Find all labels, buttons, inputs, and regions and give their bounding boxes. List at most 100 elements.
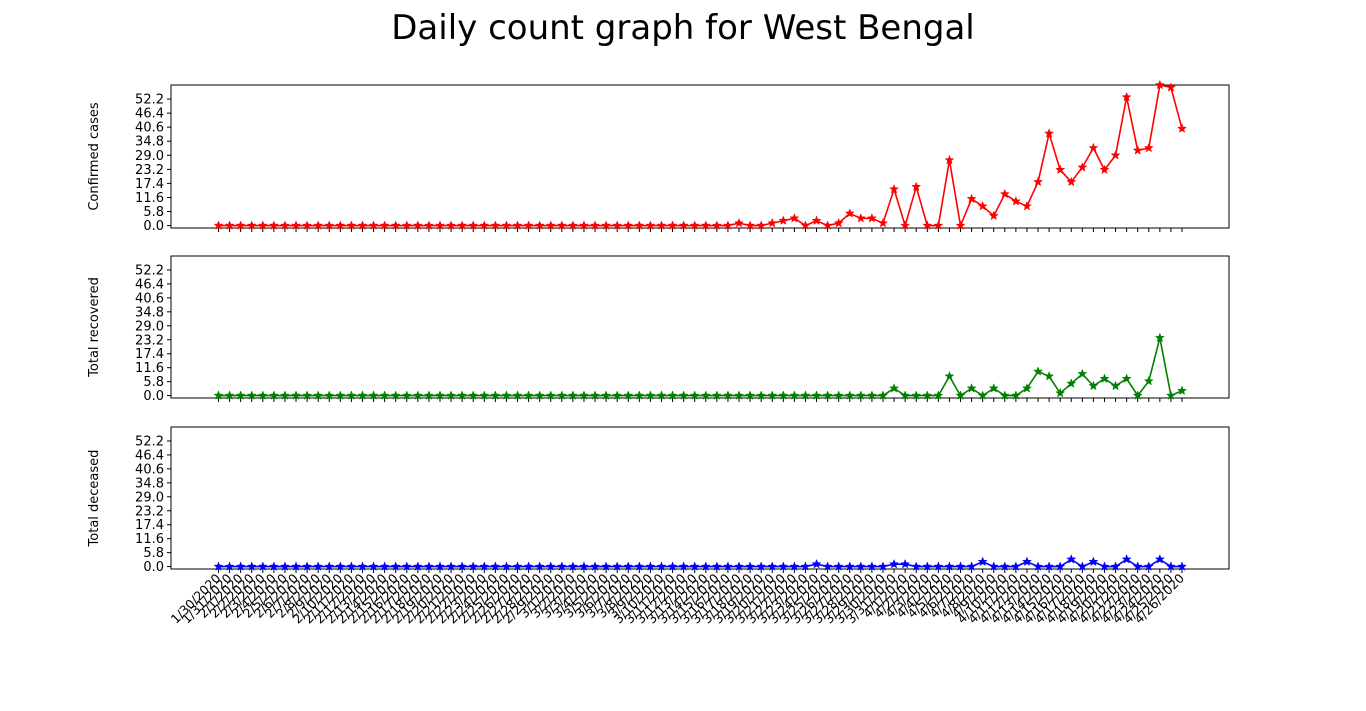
data-point xyxy=(468,390,479,400)
data-point xyxy=(213,561,224,571)
data-point xyxy=(1132,390,1143,400)
y-tick-label: 17.4 xyxy=(135,347,164,362)
data-point xyxy=(977,200,988,211)
data-point xyxy=(999,390,1010,400)
y-tick-label: 40.6 xyxy=(135,291,164,306)
data-point xyxy=(711,390,722,400)
y-tick-label: 52.2 xyxy=(135,434,164,449)
data-point xyxy=(678,561,689,571)
data-point xyxy=(1099,373,1110,384)
data-point xyxy=(634,220,645,230)
data-point xyxy=(556,220,567,230)
data-point xyxy=(1154,554,1165,564)
y-tick-label: 0.0 xyxy=(143,389,164,404)
data-point xyxy=(955,390,966,400)
data-point xyxy=(490,390,501,400)
y-tick-label: 40.6 xyxy=(135,121,164,136)
data-point xyxy=(290,390,302,400)
data-point xyxy=(711,220,722,230)
data-point xyxy=(833,217,844,228)
data-point xyxy=(567,390,578,400)
data-point xyxy=(490,561,501,571)
data-point xyxy=(634,390,645,400)
data-point xyxy=(1132,561,1143,571)
series-line xyxy=(218,84,1183,227)
data-point xyxy=(711,561,722,571)
data-point xyxy=(988,210,999,221)
data-point xyxy=(1032,561,1044,571)
data-point xyxy=(1110,380,1121,391)
data-point xyxy=(1132,145,1143,155)
data-point xyxy=(457,561,468,571)
data-point xyxy=(578,390,590,400)
data-point xyxy=(645,220,656,230)
data-point xyxy=(257,390,268,400)
data-point xyxy=(357,390,368,400)
data-point xyxy=(1088,556,1099,567)
data-point xyxy=(756,561,767,571)
data-point xyxy=(623,561,634,571)
y-tick-label: 11.6 xyxy=(135,191,164,206)
data-point xyxy=(302,561,313,571)
data-point xyxy=(944,561,955,571)
data-point xyxy=(844,390,855,400)
data-point xyxy=(745,561,756,571)
data-point xyxy=(778,215,789,226)
data-point xyxy=(390,220,401,230)
data-point xyxy=(324,220,335,230)
plot-frame xyxy=(170,426,1230,570)
data-point xyxy=(534,220,545,230)
data-point xyxy=(534,390,545,400)
data-point xyxy=(789,212,800,223)
data-point xyxy=(379,220,390,230)
data-point xyxy=(423,390,434,400)
data-point xyxy=(800,220,811,230)
data-point xyxy=(423,561,434,571)
data-point xyxy=(1032,176,1044,187)
data-point xyxy=(789,561,800,571)
data-point xyxy=(1088,380,1099,391)
data-point xyxy=(246,561,257,571)
data-point xyxy=(756,390,767,400)
data-point xyxy=(246,390,257,400)
data-point xyxy=(589,220,601,230)
data-point xyxy=(1066,554,1077,564)
data-point xyxy=(944,371,955,381)
y-tick-label: 40.6 xyxy=(135,462,164,477)
data-point xyxy=(1077,368,1088,379)
data-point xyxy=(368,220,379,230)
data-point xyxy=(911,181,922,192)
data-point xyxy=(977,556,988,567)
data-point xyxy=(446,561,457,571)
data-point xyxy=(900,390,911,400)
data-point xyxy=(279,220,290,230)
data-point xyxy=(567,220,578,230)
data-point xyxy=(1143,561,1154,571)
data-point xyxy=(855,561,866,571)
data-point xyxy=(213,220,224,230)
data-point xyxy=(667,220,678,230)
data-point xyxy=(401,220,412,230)
data-point xyxy=(1154,332,1165,343)
data-point xyxy=(545,220,556,230)
data-point xyxy=(911,390,922,400)
data-point xyxy=(1099,561,1110,571)
data-point xyxy=(667,561,678,571)
y-tick-label: 17.4 xyxy=(135,177,164,192)
y-tick-label: 0.0 xyxy=(143,219,164,234)
data-point xyxy=(822,390,833,400)
y-axis-label: Total deceased xyxy=(87,450,102,548)
y-tick-label: 5.8 xyxy=(143,375,164,390)
data-point xyxy=(401,561,412,571)
data-point xyxy=(224,561,235,571)
data-point xyxy=(977,390,988,400)
data-point xyxy=(1176,561,1188,571)
data-point xyxy=(601,561,612,571)
data-point xyxy=(767,390,778,400)
data-point xyxy=(1121,373,1132,384)
data-point xyxy=(722,390,733,400)
data-point xyxy=(379,561,390,571)
data-point xyxy=(988,383,999,393)
data-point xyxy=(689,220,700,230)
data-point xyxy=(357,220,368,230)
